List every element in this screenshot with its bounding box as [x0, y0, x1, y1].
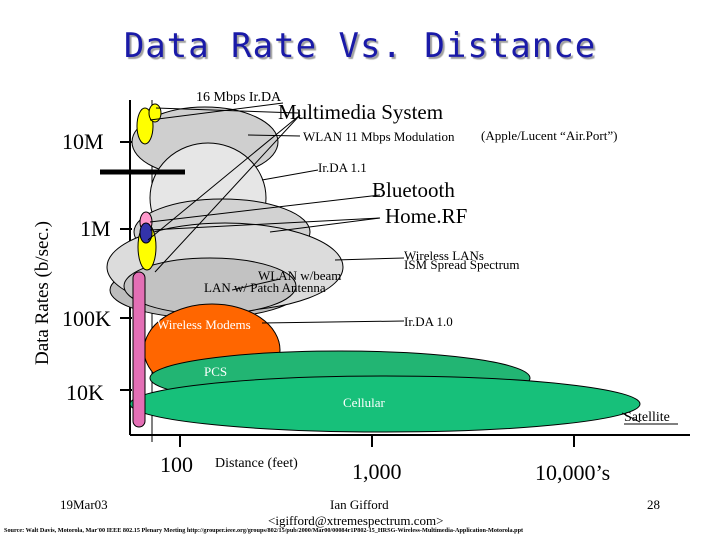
x-tick-label-10000: 10,000’s [535, 460, 611, 485]
y-tick-label-1m: 1M [80, 216, 111, 241]
label-homerf: Home.RF [385, 204, 468, 228]
label-cellular: Cellular [343, 395, 385, 410]
label-wireless-lans: Wireless LANs [404, 248, 484, 263]
leader-homerf-a [149, 217, 381, 231]
label-wlan-beam: WLAN w/beam [258, 268, 342, 283]
label-irda16: 16 Mbps Ir.DA [196, 90, 282, 105]
label-satellite: Satellite [624, 410, 670, 425]
footer-date: 19Mar03 [60, 497, 108, 512]
label-pcs: PCS [204, 364, 228, 379]
leader-irda16 [149, 102, 284, 121]
footer-author: Ian Gifford [330, 497, 389, 512]
label-ism: ISM Spread Spectrum [404, 257, 520, 272]
leader-irda11 [261, 169, 319, 181]
leader-irda10 [261, 320, 405, 324]
label-bluetooth: Bluetooth [372, 178, 455, 202]
leader-homerf-b [269, 217, 381, 233]
leader-bluetooth [149, 194, 381, 223]
x-tick-label-100: 100 [160, 452, 193, 477]
label-wireless-modems: Wireless Modems [157, 317, 251, 332]
x-axis-title: Distance (feet) [215, 456, 298, 471]
pink-bar [132, 271, 146, 428]
y-tick-label-10m: 10M [62, 129, 104, 154]
cellular-region [129, 375, 641, 433]
y-axis-title: Data Rates (b/sec.) [32, 220, 53, 366]
footer-source: Source: Walt Davis, Motorola, Mar'00 IEE… [4, 527, 524, 534]
leader-wlan11 [247, 134, 301, 137]
footer-email: <igifford@xtremespectrum.com> [268, 513, 444, 528]
yellow-oval-top [136, 107, 154, 145]
label-multimedia: Multimedia System [278, 100, 444, 124]
footer-page: 28 [647, 497, 660, 512]
label-apple: (Apple/Lucent “Air.Port”) [481, 128, 618, 143]
label-wlan11: WLAN 11 Mbps Modulation [303, 129, 455, 144]
y-tick-label-100k: 100K [62, 306, 111, 331]
y-tick-label-10k: 10K [66, 380, 104, 405]
leader-multimedia-c [154, 114, 301, 273]
label-irda10: Ir.DA 1.0 [404, 314, 453, 329]
blue-oval [139, 222, 153, 244]
leader-multimedia-a [155, 107, 299, 114]
label-irda11: Ir.DA 1.1 [318, 160, 367, 175]
label-lan-patch: LAN w/ Patch Antenna [204, 280, 326, 295]
x-tick-label-1000: 1,000 [352, 459, 402, 484]
leader-patch [231, 278, 281, 291]
leader-satellite [621, 412, 641, 423]
leader-wireless-lans [334, 257, 405, 261]
slide-title: Data Rate Vs. Distance [123, 26, 597, 66]
